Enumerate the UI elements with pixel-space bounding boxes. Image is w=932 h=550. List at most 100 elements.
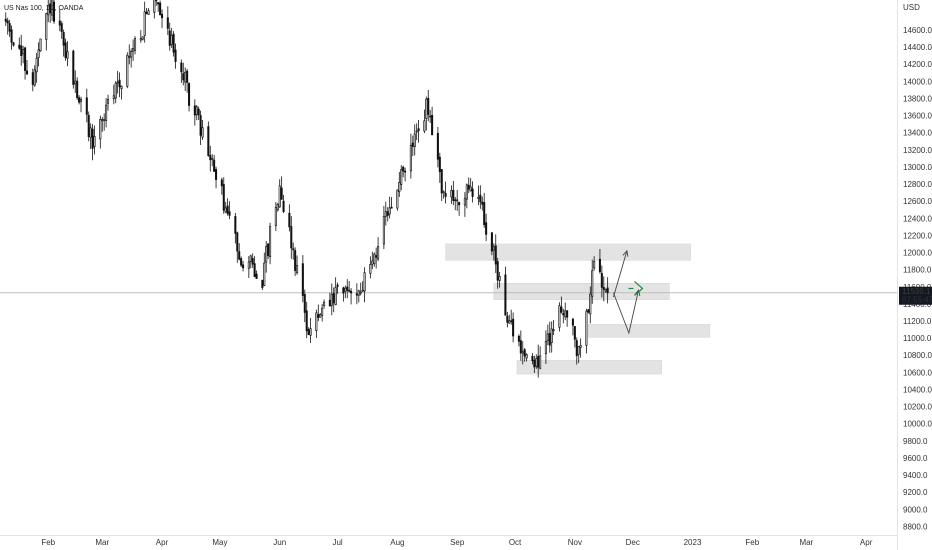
path-arrow-2 xyxy=(613,289,641,335)
candle-body xyxy=(508,320,511,324)
candle-body xyxy=(535,358,538,367)
candle-body xyxy=(469,186,472,192)
candle-39 xyxy=(105,98,108,128)
candle-73 xyxy=(197,106,200,120)
candle-body xyxy=(357,290,360,296)
candle-body xyxy=(363,272,366,292)
candle-body xyxy=(450,189,453,198)
candle-141 xyxy=(382,205,385,250)
candle-body xyxy=(342,287,345,294)
candle-body xyxy=(359,291,362,294)
candle-body xyxy=(471,188,474,197)
candle-29 xyxy=(78,95,81,105)
time-axis-ticks: Feb Mar Apr May Jun Jul Aug Sep Oct Nov Dec 2023 Feb… xyxy=(41,538,872,547)
candle-body xyxy=(290,226,293,249)
current-price-value: 11530.1 xyxy=(902,287,931,296)
candle-28 xyxy=(76,77,79,100)
candle-156 xyxy=(423,109,426,134)
candle-142 xyxy=(384,201,387,226)
candle-body xyxy=(552,329,555,332)
price-tick-label: 13200.0 xyxy=(903,146,932,155)
candle-176 xyxy=(477,185,480,206)
current-price-label: 11530.1 07:55:47 xyxy=(899,286,932,305)
candle-body xyxy=(550,328,553,344)
candle-body xyxy=(525,354,528,359)
candle-body xyxy=(400,169,403,185)
candle-body xyxy=(60,23,63,32)
candle-89 xyxy=(240,256,243,268)
price-tick-label: 12800.0 xyxy=(903,180,932,189)
candle-body xyxy=(62,32,65,46)
candle-body xyxy=(456,199,459,202)
candle-71 xyxy=(193,99,196,126)
candle-body xyxy=(560,306,563,313)
candle-body xyxy=(224,207,227,213)
candle-170 xyxy=(458,201,461,216)
path-arrow-1 xyxy=(613,249,629,298)
candle-31 xyxy=(85,88,88,123)
candle-body xyxy=(197,108,200,116)
candle-body xyxy=(510,320,513,323)
drawn-arrows[interactable] xyxy=(613,249,644,335)
candle-62 xyxy=(168,22,171,51)
candle-body xyxy=(74,80,77,85)
candle-1 xyxy=(4,12,7,26)
candle-body xyxy=(147,10,150,15)
candle-37 xyxy=(101,116,104,132)
candle-218 xyxy=(589,286,592,324)
candle-body xyxy=(429,115,432,118)
candle-body xyxy=(139,38,142,41)
candle-222 xyxy=(600,265,603,298)
candle-169 xyxy=(456,189,459,211)
candle-97 xyxy=(263,252,266,287)
candle-191 xyxy=(517,334,520,347)
price-tick-label: 14600.0 xyxy=(903,26,932,35)
candle-207 xyxy=(560,296,563,314)
candle-78 xyxy=(211,154,214,167)
candle-body xyxy=(319,314,322,318)
candle-120 xyxy=(323,299,326,309)
candle-128 xyxy=(346,279,349,299)
time-tick-label: Aug xyxy=(390,538,404,547)
candle-body xyxy=(332,293,335,304)
price-tick-label: 9800.0 xyxy=(903,437,928,446)
candle-body xyxy=(492,246,495,251)
candle-68 xyxy=(184,67,187,91)
candle-6 xyxy=(18,37,21,50)
candle-body xyxy=(253,263,256,277)
candle-body xyxy=(91,128,94,149)
candle-51 xyxy=(139,30,142,43)
candle-172 xyxy=(465,183,468,209)
candle-body xyxy=(58,20,61,26)
candle-body xyxy=(512,318,515,337)
candle-body xyxy=(267,243,270,257)
candle-223 xyxy=(602,276,605,302)
candle-85 xyxy=(228,201,231,220)
candle-body xyxy=(498,276,501,281)
candle-188 xyxy=(508,314,511,324)
candle-body xyxy=(18,44,21,49)
candle-body xyxy=(170,34,173,45)
candle-3 xyxy=(8,19,11,37)
candle-164 xyxy=(442,190,445,199)
candle-body xyxy=(145,11,148,14)
price-tick-label: 11200.0 xyxy=(903,317,932,326)
candle-body xyxy=(8,23,11,32)
candle-body xyxy=(64,42,67,58)
candle-104 xyxy=(280,176,283,200)
candle-187 xyxy=(506,311,509,328)
candle-38 xyxy=(103,113,106,131)
candle-body xyxy=(423,120,426,132)
candle-192 xyxy=(519,330,522,361)
candle-body xyxy=(375,255,378,258)
candle-63 xyxy=(170,27,173,48)
candle-42 xyxy=(114,81,117,104)
candle-body xyxy=(344,287,347,292)
candle-body xyxy=(409,145,412,172)
candle-211 xyxy=(571,317,574,336)
candle-body xyxy=(153,0,156,13)
candle-body xyxy=(22,49,25,55)
candle-body xyxy=(276,204,279,211)
candle-65 xyxy=(174,43,177,69)
